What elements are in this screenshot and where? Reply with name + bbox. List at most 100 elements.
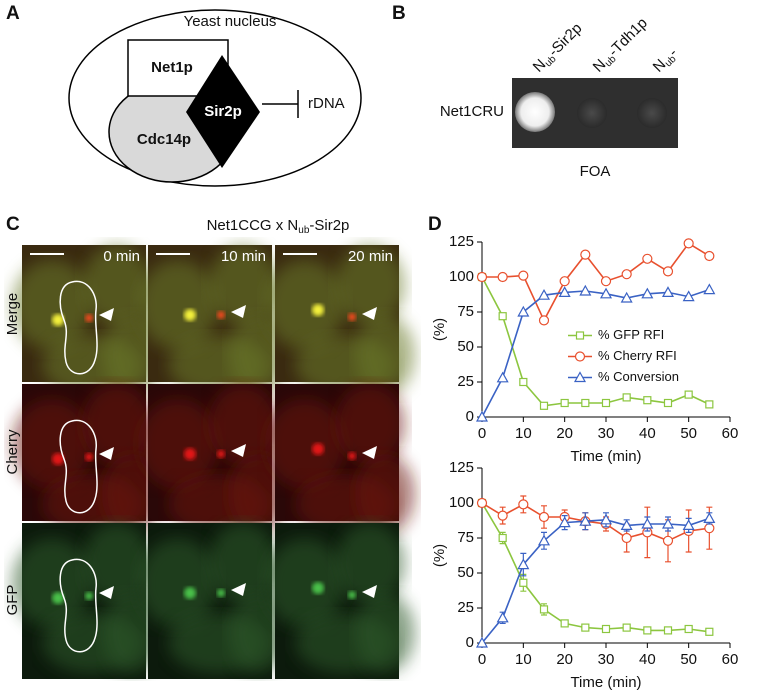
marker [476, 497, 488, 509]
spot [184, 448, 196, 460]
y-tick-label: 50 [457, 564, 474, 581]
x-tick-label: 60 [722, 425, 739, 442]
marker [579, 514, 592, 526]
cell-outline [59, 558, 98, 653]
x-tick-label: 10 [515, 651, 532, 668]
marker [519, 377, 528, 387]
text: -Tdh1p [605, 14, 651, 60]
y-tick-label: 75 [457, 303, 474, 320]
panel-label: D [428, 214, 442, 235]
marker [641, 287, 654, 299]
arrowhead [99, 308, 114, 321]
panel-label: A [6, 3, 20, 24]
marker [643, 626, 652, 635]
text: -Sir2p [545, 20, 585, 60]
x-axis-label: Time (min) [570, 674, 641, 691]
micrograph [12, 523, 162, 679]
legend-marker [573, 371, 587, 383]
cell-haze [82, 523, 152, 603]
cell-haze [102, 454, 162, 534]
cell-haze [208, 245, 278, 325]
cell-haze [355, 454, 415, 534]
marker [498, 312, 507, 321]
marker [579, 284, 592, 296]
spot [85, 314, 93, 322]
y-tick-label: 25 [457, 373, 474, 390]
marker [684, 624, 693, 634]
legend-label: % Conversion [598, 369, 679, 384]
plate-label: FOA [580, 163, 611, 180]
marker [580, 249, 591, 260]
marker [581, 398, 590, 408]
marker [498, 533, 507, 543]
y-tick-label: 50 [457, 338, 474, 355]
cell-haze [102, 315, 162, 395]
micrograph: 10 min [138, 245, 288, 395]
micrograph [265, 523, 415, 679]
spot [85, 592, 93, 600]
legend-label: % GFP RFI [598, 327, 664, 342]
marker [661, 517, 675, 529]
marker [539, 401, 549, 410]
marker [497, 271, 508, 283]
marker [683, 238, 694, 249]
marker [662, 266, 674, 277]
spot [184, 309, 196, 321]
x-tick-label: 20 [556, 651, 573, 668]
arrowhead [362, 446, 377, 459]
marker [642, 253, 653, 264]
marker [518, 270, 529, 281]
protein-label: Net1p [151, 59, 193, 76]
series-line [481, 502, 710, 542]
x-tick-label: 20 [556, 425, 573, 442]
cell-haze [355, 315, 415, 395]
time-label: 0 min [103, 248, 140, 265]
marker [620, 291, 633, 303]
marker [600, 276, 612, 287]
y-tick-label: 0 [466, 408, 474, 425]
y-tick-label: 0 [466, 634, 474, 651]
row-label: GFP [4, 585, 21, 616]
cell-haze [138, 260, 218, 350]
cell-haze [228, 593, 288, 673]
panel-label: C [6, 214, 20, 235]
colony [577, 98, 607, 128]
marker [560, 398, 569, 408]
marker [622, 623, 631, 632]
marker [704, 523, 715, 534]
colony [515, 92, 555, 132]
legend-marker [575, 331, 585, 340]
arrowhead [362, 307, 377, 320]
row-label: Cherry [4, 429, 21, 475]
marker [704, 250, 715, 262]
series-line [482, 242, 710, 323]
marker [641, 517, 654, 529]
marker [558, 516, 571, 528]
text: Net1CCG x N [207, 217, 299, 234]
micrographs: 0 min 10 min 20 min [12, 245, 415, 679]
micrograph [12, 384, 162, 534]
arrowhead [231, 583, 246, 596]
cell-outline [59, 280, 98, 375]
marker [475, 636, 489, 648]
x-tick-label: 30 [598, 425, 615, 442]
marker [475, 410, 489, 422]
cell-haze [208, 384, 278, 464]
spot [184, 587, 196, 599]
marker [622, 393, 631, 402]
arrowhead [362, 585, 377, 598]
marker [663, 626, 673, 635]
cell-haze [138, 538, 218, 628]
marker [581, 623, 590, 632]
cell-haze [335, 384, 405, 464]
protein-label: Sir2p [204, 103, 242, 120]
y-tick-label: 25 [457, 599, 474, 616]
x-axis-label: Time (min) [570, 448, 641, 465]
y-tick-label: 125 [449, 459, 474, 476]
y-tick-label: 125 [449, 233, 474, 250]
marker [682, 290, 695, 302]
column-label: Nub- [650, 45, 682, 77]
marker [518, 499, 529, 510]
cell-outline [59, 419, 98, 514]
spot [312, 304, 324, 316]
